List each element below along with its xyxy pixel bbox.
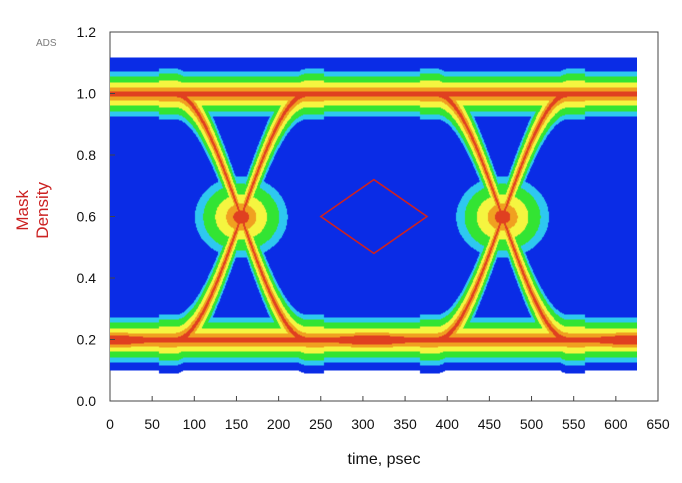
mask-layer [319,178,429,255]
eye-mask [319,178,429,255]
plot-area [109,31,659,402]
y-tick-label: 1.2 [77,24,97,40]
y-tick-label: 1.0 [77,86,97,102]
x-tick-label: 450 [478,416,502,432]
y-tick-label: 0.8 [77,147,97,163]
x-tick-label: 100 [183,416,207,432]
ads-logo: ADS [36,38,57,49]
x-tick-label: 50 [144,416,160,432]
x-tick-label: 650 [646,416,670,432]
x-tick-label: 300 [351,416,375,432]
x-tick-label: 250 [309,416,333,432]
density-layer [110,50,637,402]
y-tick-label: 0.4 [77,270,97,286]
x-tick-label: 600 [604,416,628,432]
y-tick-label: 0.2 [77,332,97,348]
density-image [110,50,637,402]
y-axis: 0.0 0.2 0.4 0.6 0.8 1.0 1.2 [77,24,115,409]
x-axis: 0 50 100 150 200 250 300 350 400 450 500 550 600 650 [106,396,670,432]
y-tick-label: 0.0 [77,393,97,409]
x-tick-label: 150 [225,416,249,432]
x-tick-label: 0 [106,416,114,432]
x-tick-label: 400 [436,416,460,432]
x-tick-label: 200 [267,416,291,432]
x-tick-label: 350 [393,416,417,432]
y-label-line: Mask [13,190,32,231]
y-label-line: Density [33,182,52,239]
x-tick-label: 550 [562,416,586,432]
y-axis-label: Mask Density [13,182,52,239]
x-tick-label: 500 [520,416,544,432]
y-tick-label: 0.6 [77,209,97,225]
x-axis-label: time, psec [348,451,421,468]
